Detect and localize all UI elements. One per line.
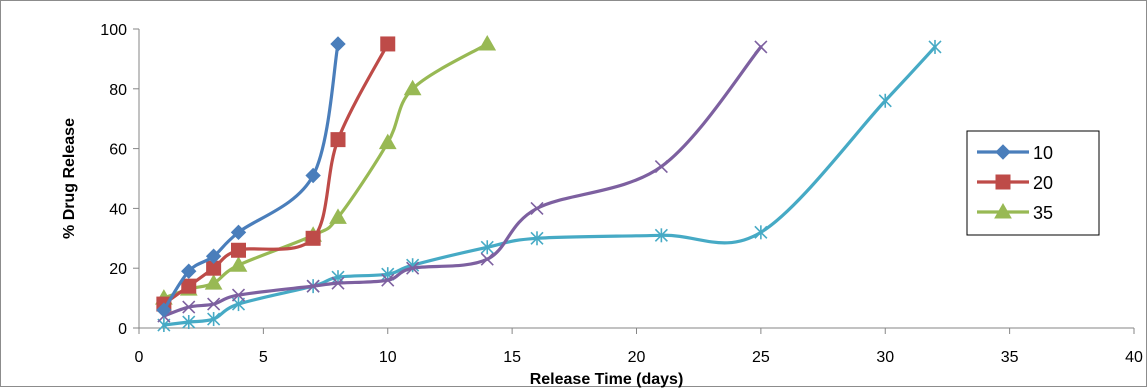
legend-label: 20: [1033, 173, 1053, 193]
x-axis-title: Release Time (days): [530, 371, 684, 388]
data-point: [378, 133, 397, 150]
axes: [133, 28, 1135, 334]
marker-stroke: [530, 201, 544, 215]
data-point: [530, 201, 544, 215]
data-point: [231, 242, 246, 258]
marker-stroke: [182, 300, 196, 314]
marker-stroke: [654, 159, 668, 174]
x-tick-label: 20: [628, 349, 646, 366]
data-point: [205, 248, 222, 264]
data-point: [329, 208, 347, 224]
data-point: [403, 79, 422, 96]
data-point: [480, 240, 494, 255]
series-unnamed-4: [157, 39, 942, 333]
data-point: [207, 312, 221, 327]
data-point: [305, 167, 321, 184]
marker-stroke: [381, 273, 395, 287]
data-point: [878, 93, 892, 108]
series-10: [156, 36, 346, 318]
data-point: [480, 252, 494, 266]
data-point: [330, 132, 346, 148]
x-tick-label: 10: [379, 349, 397, 366]
series-line: [162, 45, 937, 327]
y-tick-label: 100: [100, 22, 127, 39]
x-tick-label: 30: [876, 349, 894, 366]
data-point: [306, 279, 320, 293]
data-point: [530, 231, 544, 246]
series-unnamed-3: [157, 40, 768, 323]
data-point: [231, 288, 246, 302]
y-axis-title: % Drug Release: [61, 118, 78, 239]
y-tick-label: 60: [109, 142, 127, 159]
data-point: [381, 273, 395, 287]
data-point: [182, 315, 196, 330]
x-tick-label: 15: [503, 349, 521, 366]
data-point: [654, 159, 668, 174]
legend-label: 35: [1033, 203, 1053, 223]
y-tick-label: 20: [109, 261, 127, 278]
marker-stroke: [331, 276, 345, 290]
marker-stroke: [207, 297, 221, 311]
y-tick-label: 0: [118, 321, 127, 338]
legend-marker: [994, 202, 1012, 219]
legend-item-10: 10: [977, 143, 1053, 163]
legend-item-35: 35: [977, 202, 1053, 223]
y-tick-label: 80: [109, 82, 127, 99]
labels-layer: 0 20 40 60 80 100 0 5 10 15 20 25 30 35 40 Release Time…: [61, 22, 1143, 388]
data-point: [305, 230, 321, 246]
data-point: [406, 261, 420, 275]
series-layer: [155, 34, 942, 333]
data-point: [654, 228, 668, 243]
data-point: [229, 256, 248, 272]
data-point: [156, 302, 172, 318]
series-line: [162, 45, 763, 318]
marker-stroke: [231, 288, 246, 302]
legend-marker: [995, 174, 1011, 190]
x-tick-label: 0: [135, 349, 144, 366]
data-point: [182, 300, 196, 314]
data-point: [928, 39, 942, 54]
data-point: [754, 225, 768, 240]
data-point: [181, 263, 197, 279]
legend-marker: [995, 144, 1011, 160]
y-tick-label: 40: [109, 201, 127, 218]
data-point: [330, 36, 346, 52]
legend-label: 10: [1033, 143, 1053, 163]
data-point: [230, 224, 247, 241]
x-tick-label: 5: [259, 349, 268, 366]
x-tick-label: 35: [1001, 349, 1019, 366]
data-point: [331, 276, 345, 290]
data-point: [181, 278, 197, 294]
marker-stroke: [754, 40, 768, 54]
data-point: [380, 36, 396, 52]
x-tick-label: 40: [1125, 349, 1143, 366]
marker-stroke: [406, 261, 420, 275]
data-point: [204, 274, 223, 290]
legend: 10 20 35: [966, 130, 1100, 236]
data-point: [754, 40, 768, 54]
legend-item-20: 20: [977, 173, 1053, 193]
data-point: [478, 34, 497, 51]
marker-stroke: [480, 252, 494, 266]
marker-stroke: [306, 279, 320, 293]
data-point: [207, 297, 221, 311]
x-tick-label: 25: [752, 349, 770, 366]
